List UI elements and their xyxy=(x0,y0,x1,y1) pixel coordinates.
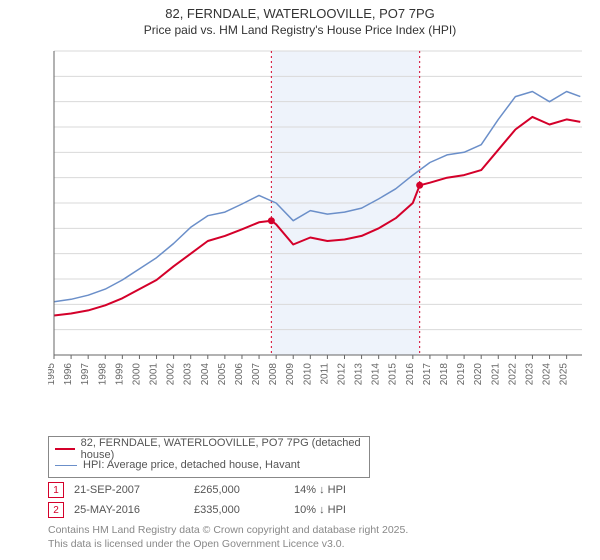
x-tick-label: 2010 xyxy=(302,363,313,386)
x-tick-label: 2002 xyxy=(166,363,177,386)
x-tick-label: 1998 xyxy=(97,363,108,386)
sale-price: £335,000 xyxy=(194,504,284,516)
x-tick-label: 2023 xyxy=(524,363,535,386)
copyright-notice: Contains HM Land Registry data © Crown c… xyxy=(48,524,568,551)
chart-titles: 82, FERNDALE, WATERLOOVILLE, PO7 7PG Pri… xyxy=(0,0,600,37)
marker-dot xyxy=(268,217,275,224)
sale-price: £265,000 xyxy=(194,484,284,496)
sale-date: 21-SEP-2007 xyxy=(74,484,184,496)
legend-label: HPI: Average price, detached house, Hava… xyxy=(83,459,300,471)
copyright-line2: This data is licensed under the Open Gov… xyxy=(48,538,568,552)
legend-label: 82, FERNDALE, WATERLOOVILLE, PO7 7PG (de… xyxy=(81,437,363,461)
legend-swatch xyxy=(55,448,75,450)
x-tick-label: 1999 xyxy=(114,363,125,386)
x-tick-label: 2007 xyxy=(251,363,262,386)
x-tick-label: 2004 xyxy=(200,363,211,386)
legend-swatch xyxy=(55,465,77,466)
x-tick-label: 2022 xyxy=(507,363,518,386)
x-tick-label: 2018 xyxy=(439,363,450,386)
title-subtitle: Price paid vs. HM Land Registry's House … xyxy=(0,23,600,37)
x-tick-label: 2012 xyxy=(336,363,347,386)
x-tick-label: 2020 xyxy=(473,363,484,386)
sale-marker: 2 xyxy=(48,502,64,518)
x-tick-label: 1997 xyxy=(80,363,91,386)
marker-dot xyxy=(416,182,423,189)
sale-delta: 14% ↓ HPI xyxy=(294,484,346,496)
x-tick-label: 2009 xyxy=(285,363,296,386)
sale-marker: 1 xyxy=(48,482,64,498)
x-tick-label: 2001 xyxy=(149,363,160,386)
x-tick-label: 2021 xyxy=(490,363,501,386)
x-tick-label: 2011 xyxy=(319,363,330,385)
x-tick-label: 2025 xyxy=(559,363,570,386)
sale-row: 1 21-SEP-2007 £265,000 14% ↓ HPI xyxy=(48,480,548,500)
copyright-line1: Contains HM Land Registry data © Crown c… xyxy=(48,524,568,538)
x-tick-label: 2017 xyxy=(422,363,433,386)
legend: 82, FERNDALE, WATERLOOVILLE, PO7 7PG (de… xyxy=(48,436,370,478)
x-tick-label: 2014 xyxy=(371,363,382,386)
x-tick-label: 1995 xyxy=(48,363,57,386)
x-tick-label: 2015 xyxy=(388,363,399,386)
x-tick-label: 2013 xyxy=(354,363,365,386)
legend-item: 82, FERNDALE, WATERLOOVILLE, PO7 7PG (de… xyxy=(55,441,363,457)
sale-date: 25-MAY-2016 xyxy=(74,504,184,516)
chart-area: £0£50K£100K£150K£200K£250K£300K£350K£400… xyxy=(48,45,588,405)
x-tick-label: 2008 xyxy=(268,363,279,386)
sales-table: 1 21-SEP-2007 £265,000 14% ↓ HPI 2 25-MAY-201… xyxy=(48,480,548,520)
sale-row: 2 25-MAY-2016 £335,000 10% ↓ HPI xyxy=(48,500,548,520)
x-tick-label: 2024 xyxy=(542,363,553,386)
x-tick-label: 2006 xyxy=(234,363,245,386)
x-tick-label: 2000 xyxy=(131,363,142,386)
x-tick-label: 2019 xyxy=(456,363,467,386)
x-tick-label: 2005 xyxy=(217,363,228,386)
x-tick-label: 2003 xyxy=(183,363,194,386)
line-chart: £0£50K£100K£150K£200K£250K£300K£350K£400… xyxy=(48,45,588,405)
x-tick-label: 1996 xyxy=(63,363,74,386)
title-address: 82, FERNDALE, WATERLOOVILLE, PO7 7PG xyxy=(0,6,600,21)
x-tick-label: 2016 xyxy=(405,363,416,386)
sale-delta: 10% ↓ HPI xyxy=(294,504,346,516)
